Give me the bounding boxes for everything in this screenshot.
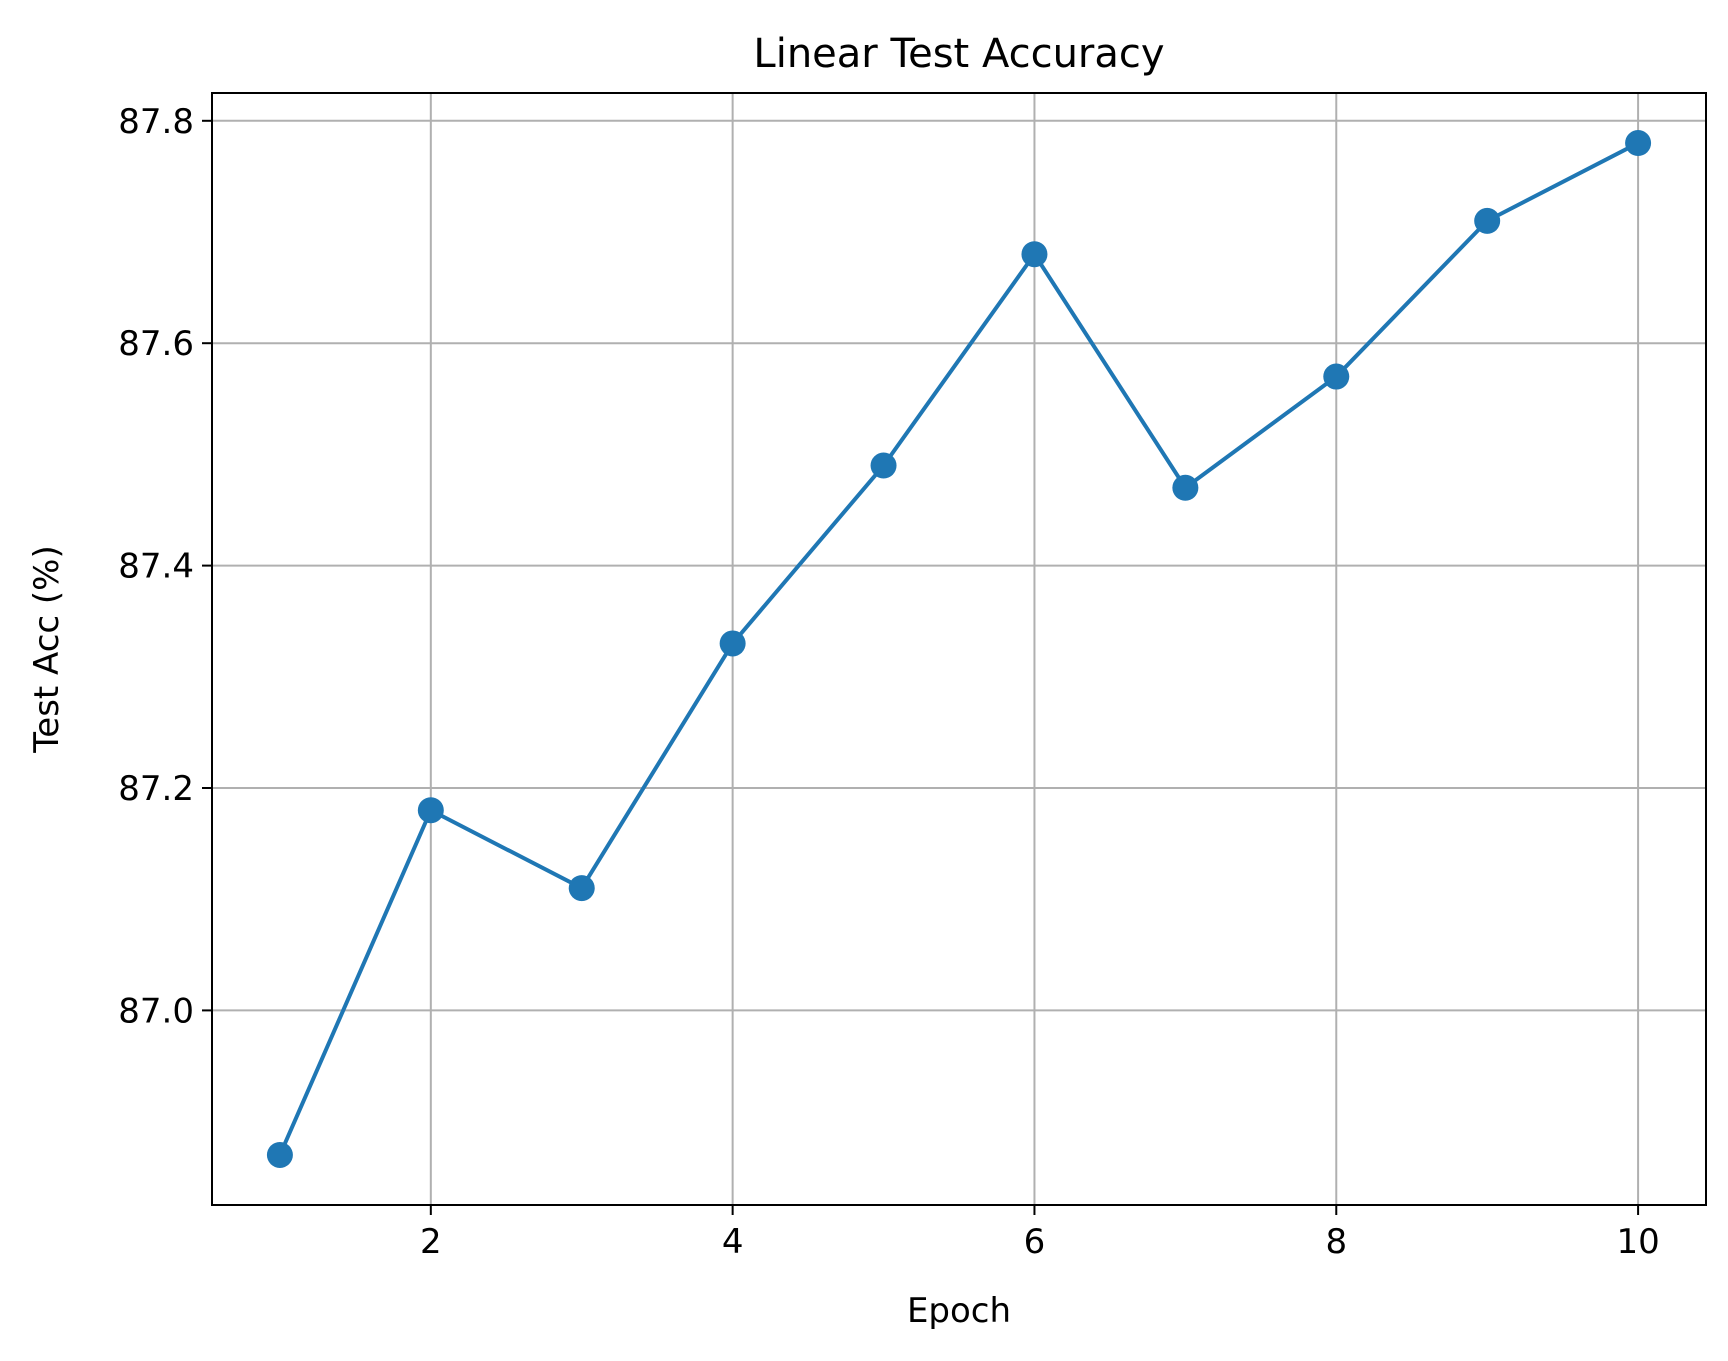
data-point [568, 875, 595, 902]
ticks-layer: 2 4 6 8 10 87.0 87.2 87.4 87.6 87.8 [118, 102, 1659, 1262]
x-tick-label: 2 [420, 1222, 442, 1262]
y-tick-label: 87.8 [118, 102, 194, 142]
data-point [1172, 474, 1199, 501]
x-tick-label: 6 [1024, 1222, 1046, 1262]
y-axis-label: Test Acc (%) [27, 545, 67, 753]
x-tick-label: 8 [1325, 1222, 1347, 1262]
chart-title: Linear Test Accuracy [753, 31, 1164, 77]
x-axis-label: Epoch [907, 1291, 1011, 1331]
x-tick-label: 4 [722, 1222, 744, 1262]
data-point [719, 630, 746, 657]
data-point [266, 1141, 293, 1168]
plot-frame [211, 92, 1707, 1206]
y-tick-label: 87.0 [118, 991, 194, 1031]
data-point [1323, 363, 1350, 390]
series-layer [266, 130, 1652, 1168]
y-tick-label: 87.2 [118, 769, 194, 809]
x-tick-label: 10 [1616, 1222, 1659, 1262]
data-point [1625, 130, 1652, 157]
data-point [417, 797, 444, 824]
data-point [870, 452, 897, 479]
grid-lines [212, 93, 1706, 1205]
data-point [1474, 207, 1501, 234]
data-point [1021, 241, 1048, 268]
series-line [278, 141, 1640, 1156]
y-tick-label: 87.4 [118, 547, 194, 587]
y-tick-label: 87.6 [118, 324, 194, 364]
